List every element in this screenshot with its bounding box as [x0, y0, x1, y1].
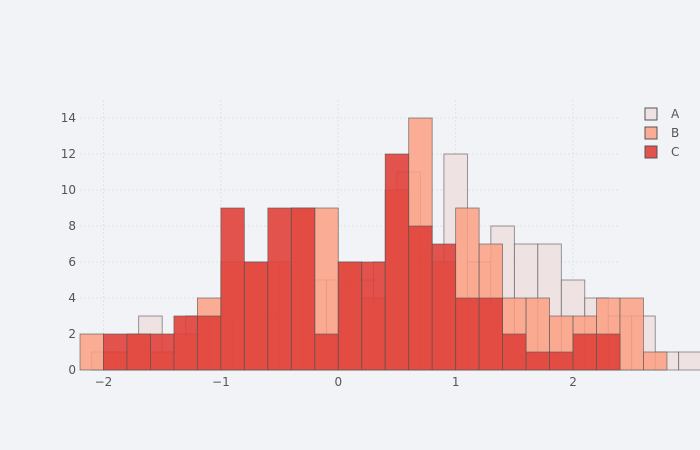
histogram-bar[interactable] — [596, 333, 621, 371]
histogram-bar[interactable] — [243, 261, 269, 371]
y-tick-label: 14 — [61, 111, 76, 125]
histogram-bar[interactable] — [549, 351, 574, 371]
x-axis-ticks: −2 −1 0 1 2 — [95, 375, 577, 389]
histogram-bar[interactable] — [525, 351, 550, 371]
y-tick-label: 10 — [61, 183, 76, 197]
legend-item-C[interactable]: C — [644, 145, 679, 159]
legend-label: C — [671, 145, 679, 159]
x-tick-label: 1 — [452, 375, 460, 389]
legend-swatch — [644, 145, 658, 159]
histogram-bar[interactable] — [455, 297, 480, 371]
histogram-bar[interactable] — [361, 261, 386, 371]
histogram-bar[interactable] — [126, 333, 151, 371]
histogram-bar[interactable] — [173, 315, 198, 371]
x-tick-label: −2 — [95, 375, 113, 389]
histogram-bar[interactable] — [431, 243, 457, 371]
legend-item-B[interactable]: B — [644, 126, 679, 140]
y-tick-label: 4 — [68, 291, 76, 305]
histogram-bar[interactable] — [643, 351, 668, 371]
y-tick-label: 0 — [68, 363, 76, 377]
legend-label: A — [671, 107, 680, 121]
histogram-bar[interactable] — [290, 207, 316, 371]
histogram-bar[interactable] — [267, 207, 292, 371]
x-tick-label: −1 — [212, 375, 230, 389]
legend-swatch — [644, 126, 658, 140]
histogram-bar[interactable] — [314, 333, 339, 371]
bars-layer — [79, 117, 700, 371]
y-tick-label: 12 — [61, 147, 76, 161]
histogram-bar[interactable] — [196, 315, 222, 371]
histogram-bar[interactable] — [220, 207, 245, 371]
x-tick-label: 0 — [334, 375, 342, 389]
y-tick-label: 8 — [68, 219, 76, 233]
legend[interactable]: ABC — [644, 107, 680, 159]
x-tick-label: 2 — [569, 375, 577, 389]
y-axis-ticks: 0 2 4 6 8 10 12 14 — [61, 111, 76, 377]
legend-item-A[interactable]: A — [644, 107, 680, 121]
legend-swatch — [644, 107, 658, 121]
histogram-bar[interactable] — [502, 333, 527, 371]
histogram-bar[interactable] — [619, 297, 644, 371]
histogram-bar[interactable] — [337, 261, 363, 371]
histogram-bar[interactable] — [79, 333, 104, 371]
histogram-bar[interactable] — [150, 333, 175, 371]
y-tick-label: 6 — [68, 255, 76, 269]
histogram-bar[interactable] — [572, 333, 597, 371]
series-C-bars — [103, 153, 621, 371]
histogram-bar[interactable] — [384, 153, 410, 371]
histogram-bar[interactable] — [103, 333, 128, 371]
histogram-bar[interactable] — [408, 225, 433, 371]
y-tick-label: 2 — [68, 327, 76, 341]
histogram-bar[interactable] — [678, 351, 700, 371]
legend-label: B — [671, 126, 679, 140]
histogram-bar[interactable] — [478, 297, 504, 371]
